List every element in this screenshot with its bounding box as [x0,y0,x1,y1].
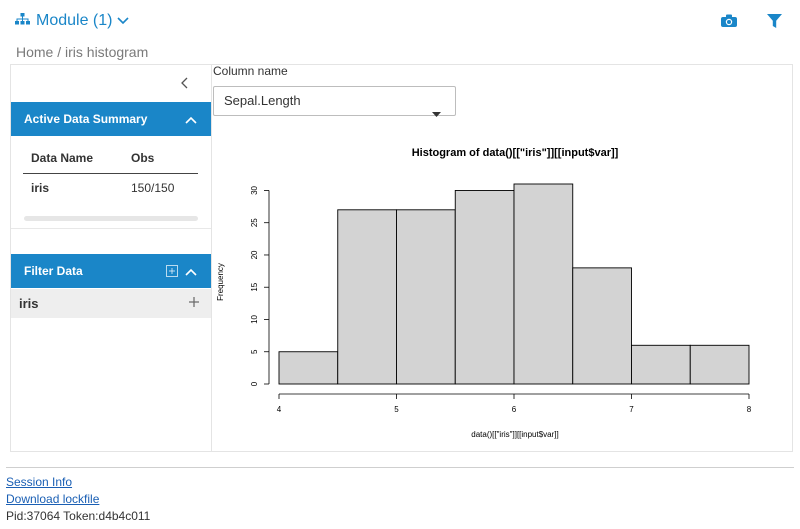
filter-data-title: Filter Data [24,264,83,278]
filter-icon[interactable] [767,14,782,34]
table-cell-data-name: iris [31,181,50,195]
collapse-sidebar-icon[interactable] [180,76,188,94]
module-label: Module (1) [36,12,113,29]
histogram-bar [278,351,339,385]
column-name-label: Column name [213,64,288,78]
table-header-data-name: Data Name [31,151,94,165]
y-tick-label: 10 [250,314,259,323]
histogram-bar [396,209,456,385]
histogram-bar [572,267,632,385]
active-data-summary-title: Active Data Summary [24,112,148,126]
chart-title: Histogram of data()[["iris"]][[input$var… [412,147,619,159]
sitemap-icon [15,12,30,30]
x-axis-label: data()[["iris"]][[input$var]] [471,430,559,439]
table-cell-obs: 150/150 [131,181,175,195]
y-tick-label: 20 [250,250,259,259]
breadcrumb: Home / iris histogram [16,44,149,60]
table-header-obs: Obs [131,151,155,165]
x-tick-label: 7 [629,405,634,414]
x-tick-label: 5 [394,405,399,414]
x-tick-label: 8 [747,405,752,414]
histogram-plot: Histogram of data()[["iris"]][[input$var… [213,130,790,450]
plus-icon[interactable] [188,296,200,311]
pid-token-text: Pid:37064 Token:d4b4c011 [6,509,151,523]
caret-down-icon [432,99,441,127]
axes-group: 4 5 6 7 8 0 5 10 15 20 25 30 [250,185,752,414]
active-data-summary-header[interactable]: Active Data Summary [11,102,211,136]
histogram-bar [631,344,691,385]
y-tick-label: 0 [250,381,259,386]
x-tick-label: 6 [512,405,517,414]
filter-dataset-row: iris [11,289,211,318]
filter-data-header[interactable]: Filter Data [11,254,211,288]
session-info-link[interactable]: Session Info [6,475,73,489]
bars-group [278,183,750,385]
y-tick-label: 25 [250,218,259,227]
sidebar: Active Data Summary Data Name Obs iris 1… [11,64,212,451]
histogram-bar [454,190,515,385]
column-select-value: Sepal.Length [224,93,301,108]
y-tick-label: 5 [250,349,259,354]
top-bar: Module (1) [0,0,800,44]
active-data-summary-body [11,136,211,229]
histogram-svg: Histogram of data()[["iris"]][[input$var… [216,147,752,439]
camera-icon[interactable] [721,14,737,32]
chevron-up-icon[interactable] [185,265,197,279]
horizontal-scrollbar[interactable] [24,216,198,221]
column-select[interactable]: Sepal.Length [213,86,456,117]
add-filter-box-icon[interactable] [166,265,178,280]
table-header-divider [23,173,198,174]
footer-divider [6,467,794,468]
histogram-bar [513,183,574,385]
y-tick-label: 30 [250,185,259,194]
chevron-down-icon [117,12,130,30]
module-dropdown[interactable]: Module (1) [15,12,130,30]
y-axis-label: Frequency [216,263,225,301]
filter-dataset-name: iris [19,296,39,311]
histogram-bar [337,209,397,385]
download-lockfile-link[interactable]: Download lockfile [6,492,100,506]
chevron-up-icon[interactable] [185,113,197,127]
x-tick-label: 4 [277,405,282,414]
histogram-bar [689,344,750,385]
y-tick-label: 15 [250,282,259,291]
